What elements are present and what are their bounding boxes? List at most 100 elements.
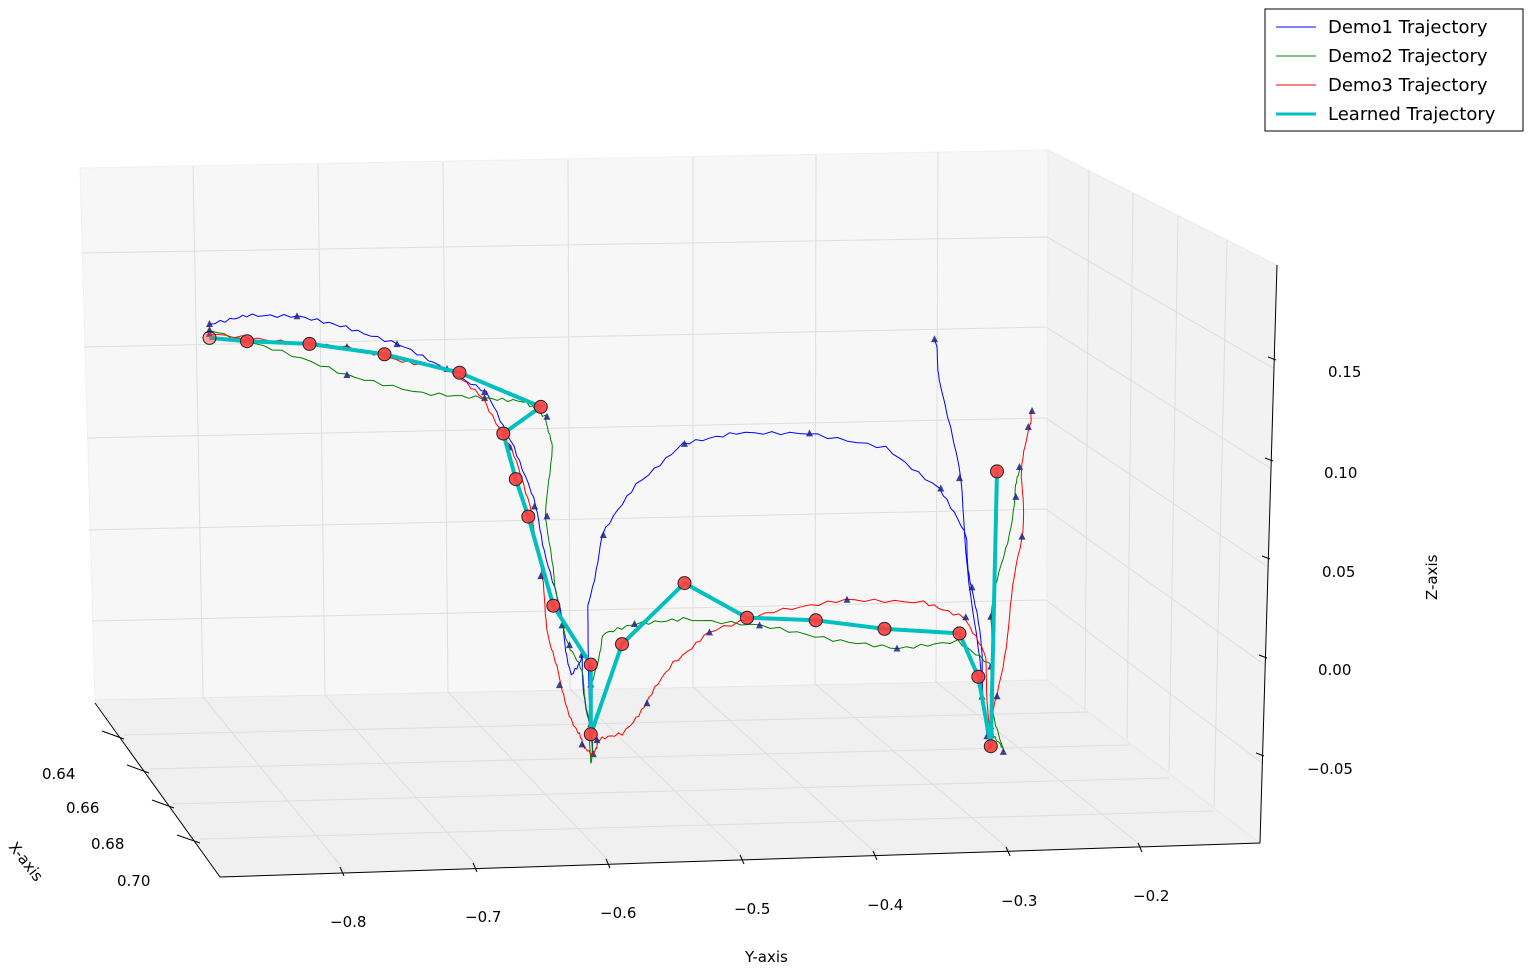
- z-tick: [1258, 654, 1268, 659]
- grid-line: [80, 236, 1048, 254]
- z-tick: [1267, 356, 1277, 361]
- y-tick-labels: −0.8 −0.7 −0.6 −0.5 −0.4 −0.3 −0.2: [330, 887, 1169, 931]
- waypoint-triangle: [558, 621, 566, 629]
- y-tick-label: −0.8: [330, 913, 366, 931]
- y-tick-label: −0.3: [1001, 892, 1037, 910]
- waypoint-circle: [583, 727, 598, 742]
- x-tick-label: 0.70: [117, 872, 150, 890]
- y-axis-title: Y-axis: [744, 948, 788, 966]
- grid-line: [88, 508, 1047, 531]
- waypoint-circle: [952, 626, 967, 641]
- waypoint-triangle: [593, 736, 601, 744]
- waypoint-circle: [615, 637, 629, 652]
- grid-line: [192, 165, 204, 698]
- waypoint-triangle: [543, 412, 551, 420]
- legend-label-demo2: Demo2 Trajectory: [1328, 46, 1488, 67]
- legend-label-learned: Learned Trajectory: [1328, 104, 1496, 125]
- axis-panes: [79, 149, 1278, 878]
- waypoint-circle: [990, 464, 1004, 479]
- waypoint-triangle: [599, 531, 607, 538]
- x-tick: [176, 834, 201, 844]
- waypoint-triangle: [531, 502, 538, 510]
- waypoint-triangle: [843, 595, 851, 603]
- waypoint-triangle: [393, 340, 401, 348]
- waypoint-triangle: [681, 439, 688, 447]
- waypoint-triangle: [756, 621, 763, 629]
- waypoint-triangle: [956, 474, 963, 482]
- grid-line: [1046, 236, 1274, 369]
- grid-line: [442, 161, 449, 693]
- grid-line: [1045, 417, 1269, 568]
- waypoint-circle: [546, 598, 561, 613]
- waypoint-triangle: [293, 312, 301, 320]
- grid-line: [692, 686, 879, 856]
- waypoint-triangle: [343, 371, 351, 378]
- series-line-demo2-trajectory: [209, 330, 1020, 764]
- y-tick: [472, 862, 478, 873]
- grid-line: [814, 683, 1012, 852]
- waypoint-triangle: [1012, 492, 1020, 500]
- grid-line: [172, 777, 1170, 805]
- y-tick-label: −0.5: [734, 900, 770, 918]
- waypoint-circle: [202, 330, 217, 345]
- x-tick: [126, 764, 150, 774]
- y-tick: [872, 850, 878, 861]
- grid-line: [86, 417, 1047, 439]
- waypoint-circle: [808, 613, 823, 628]
- grid-line: [148, 744, 1130, 770]
- y-axis-line: [219, 842, 1261, 878]
- z-tick: [1264, 457, 1274, 462]
- grid-line: [1126, 192, 1134, 740]
- waypoint-circle: [452, 365, 467, 380]
- grid-line: [1045, 599, 1263, 764]
- x-tick: [101, 730, 125, 740]
- z-tick-label: 0.15: [1328, 363, 1361, 381]
- tick-marks: [101, 356, 1277, 877]
- waypoint-triangle: [631, 620, 638, 627]
- grid-line: [202, 696, 346, 872]
- y-tick: [739, 854, 745, 865]
- waypoint-circle: [877, 621, 892, 636]
- z-tick-label: 0.05: [1322, 563, 1355, 581]
- y-tick-label: −0.7: [465, 908, 501, 926]
- z-tick-label: 0.10: [1324, 464, 1357, 482]
- waypoint-triangle: [937, 484, 945, 492]
- legend-label-demo3: Demo3 Trajectory: [1328, 75, 1488, 96]
- waypoint-triangle: [968, 583, 976, 591]
- y-tick-label: −0.4: [867, 896, 903, 914]
- grid-line: [324, 694, 479, 868]
- waypoint-triangle: [481, 394, 488, 402]
- z-tick: [1261, 555, 1271, 560]
- series-layer: [202, 312, 1036, 764]
- waypoint-triangle: [999, 747, 1007, 755]
- z-tick-label: −0.05: [1307, 760, 1353, 778]
- y-tick-label: −0.6: [600, 904, 636, 922]
- waypoint-circle: [677, 576, 692, 591]
- x-axis-title: X-axis: [5, 838, 47, 885]
- x-tick-label: 0.66: [66, 799, 99, 817]
- grid-line: [814, 154, 817, 685]
- grid-line: [123, 711, 1089, 736]
- waypoint-triangle: [556, 681, 563, 689]
- legend: Demo1 Trajectory Demo2 Trajectory Demo3 …: [1264, 8, 1524, 132]
- grid-line: [935, 151, 939, 683]
- x-axis-line: [94, 702, 221, 878]
- waypoint-triangle: [993, 692, 1001, 700]
- waypoint-triangle: [543, 512, 551, 520]
- z-tick-labels: −0.05 0.00 0.05 0.10 0.15: [1307, 363, 1361, 778]
- waypoint-circle: [740, 610, 754, 625]
- waypoint-triangle: [643, 699, 651, 707]
- waypoint-triangle: [206, 329, 213, 337]
- series-learned-trajectory: [202, 330, 1004, 754]
- grid-line: [91, 599, 1047, 622]
- x-tick-label: 0.68: [91, 835, 124, 853]
- waypoint-triangle: [1028, 407, 1036, 414]
- grid-line: [1168, 215, 1179, 773]
- waypoint-circle: [971, 669, 986, 684]
- back-pane: [79, 149, 1049, 701]
- x-tick-labels: 0.64 0.66 0.68 0.70: [42, 765, 150, 890]
- grid-line: [1045, 326, 1271, 469]
- waypoint-triangle: [1024, 423, 1032, 430]
- grid-line: [199, 810, 1214, 840]
- waypoint-triangle: [706, 628, 713, 636]
